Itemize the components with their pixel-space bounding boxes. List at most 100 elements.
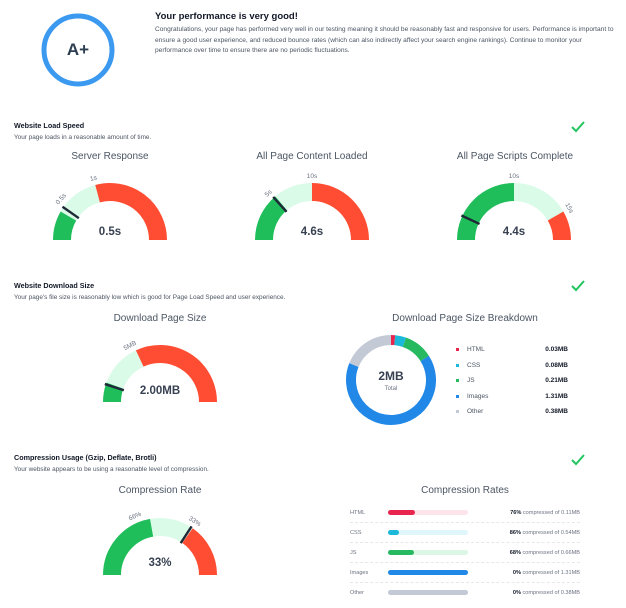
rate-text: 0% compressed of 0.38MB (468, 590, 580, 596)
legend-row: CSS 0.08MB (456, 358, 568, 374)
legend-swatch (456, 363, 459, 367)
legend-label: Other (467, 408, 484, 416)
rate-suffix: compressed of 0.66MB (520, 549, 580, 556)
rate-suffix: compressed of 0.11MB (521, 509, 580, 516)
gauge-green-band (103, 518, 154, 576)
breakdown-legend: HTML 0.03MB CSS 0.08MB JS 0.21MB Images 1.31MB O… (456, 342, 568, 420)
check-icon (571, 454, 585, 466)
gauge-tick-label: 15s (563, 202, 575, 215)
legend-label: JS (467, 377, 475, 385)
gauge-red-band (181, 528, 217, 576)
rate-bar-fill (388, 550, 414, 555)
rate-suffix: compressed of 0.54MB (520, 529, 580, 536)
gauge-red-band (547, 211, 571, 241)
load-speed-title: Website Load Speed (14, 121, 85, 130)
load-speed-description: Your page loads in a reasonable amount o… (14, 134, 152, 141)
compression-description: Your website appears to be using a reaso… (14, 466, 209, 473)
rate-bar-fill (388, 510, 416, 515)
donut-total-value: 2MB (378, 369, 404, 383)
rate-bar-track (388, 590, 468, 595)
content-loaded-value: 4.6s (300, 226, 324, 238)
rate-bar-fill (388, 570, 468, 575)
gauge-green-band (255, 196, 288, 241)
compression-rate-title: Compression Rate (118, 485, 202, 496)
legend-value: 0.08MB (545, 361, 568, 369)
grade-ring (41, 13, 115, 87)
gauge-needle (460, 214, 481, 226)
rate-bar-track (388, 530, 468, 535)
compression-rate-value: 33% (148, 557, 172, 569)
server-response-title: Server Response (71, 151, 149, 162)
size-breakdown-donut (346, 335, 436, 425)
rate-bar-track (388, 550, 468, 555)
rate-text: 86% compressed of 0.54MB (468, 530, 580, 536)
performance-description: Congratulations, your page has performed… (155, 26, 614, 54)
rate-label: CSS (350, 529, 362, 536)
compression-title: Compression Usage (Gzip, Deflate, Brotli… (14, 453, 157, 462)
rate-text: 0% compressed of 1.31MB (468, 570, 580, 576)
server-response-gauge: 0.5s 1s (53, 174, 167, 241)
legend-value: 0.21MB (545, 377, 568, 385)
download-size-gauge: 5MB (103, 340, 217, 403)
donut-total-label: Total (384, 386, 398, 392)
performance-title: Your performance is very good! (155, 11, 298, 22)
gauge-green-band (53, 211, 77, 241)
legend-swatch (456, 410, 459, 414)
check-icon (571, 121, 585, 133)
scripts-complete-value: 4.4s (502, 226, 526, 238)
legend-row: Other 0.38MB (456, 404, 568, 420)
compression-rate-row: CSS 86% compressed of 0.54MB (350, 522, 580, 542)
scripts-complete-gauge: 10s 15s (457, 173, 575, 241)
gauge-light-band (60, 184, 101, 221)
gauge-red-band (135, 345, 217, 403)
gauge-tick-label: 10s (307, 173, 318, 180)
donut-slice-other (349, 335, 392, 368)
gauge-tick-label: 66% (128, 511, 143, 523)
breakdown-title: Download Page Size Breakdown (392, 313, 538, 324)
gauge-needle (61, 205, 80, 220)
download-size-title: Website Download Size (14, 281, 95, 290)
compression-rates-title: Compression Rates (421, 485, 509, 496)
scripts-complete-title: All Page Scripts Complete (456, 151, 574, 162)
gauge-tick-label: 5MB (123, 340, 138, 352)
compression-rate-row: Images 0% compressed of 1.31MB (350, 562, 580, 582)
rate-percent: 0% (512, 589, 521, 596)
download-size-value: 2.00MB (139, 385, 181, 397)
legend-value: 1.31MB (545, 392, 568, 400)
rate-suffix: compressed of 1.31MB (520, 569, 580, 576)
rate-bar-fill (388, 530, 400, 535)
rate-label: HTML (350, 509, 366, 516)
rate-bar-track (388, 570, 468, 575)
rate-label: JS (350, 549, 357, 556)
donut-slice-css (394, 335, 407, 348)
rate-text: 68% compressed of 0.66MB (468, 550, 580, 556)
gauge-light-band (513, 183, 564, 221)
content-loaded-gauge: 5s 10s (255, 173, 369, 241)
rate-suffix: compressed of 0.38MB (520, 589, 580, 596)
compression-rate-row: HTML 76% compressed of 0.11MB (350, 503, 580, 522)
server-response-value: 0.5s (98, 226, 122, 238)
gauge-tick-label: 10s (509, 173, 520, 180)
gauge-light-band (150, 518, 193, 544)
gauge-needle (179, 525, 193, 544)
gauge-green-band (103, 382, 124, 403)
compression-rate-row: Other 0% compressed of 0.38MB (350, 582, 580, 602)
compression-gauge: 66% 33% (103, 511, 217, 576)
legend-label: Images (467, 392, 489, 400)
legend-swatch (456, 394, 459, 398)
rate-label: Images (350, 569, 369, 576)
legend-value: 0.38MB (545, 408, 568, 416)
donut-slice-js (402, 337, 429, 362)
gauge-tick-label: 1s (89, 174, 98, 183)
gauge-red-band (95, 183, 167, 241)
rate-label: Other (350, 589, 364, 596)
legend-row: HTML 0.03MB (456, 342, 568, 358)
compression-rate-row: JS 68% compressed of 0.66MB (350, 542, 580, 562)
gauge-green-band (457, 183, 515, 241)
rate-bar-fill (388, 590, 468, 595)
rate-percent: 86% (509, 529, 521, 536)
rate-percent: 76% (510, 509, 522, 516)
rate-percent: 0% (512, 569, 521, 576)
gauge-needle (104, 382, 125, 392)
content-loaded-title: All Page Content Loaded (256, 151, 368, 162)
